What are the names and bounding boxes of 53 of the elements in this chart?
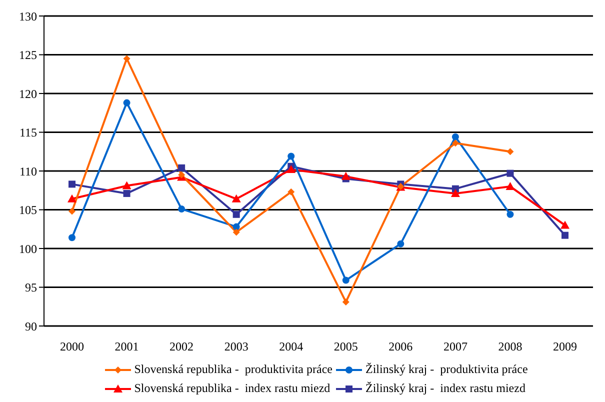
x-tick-label: 2006 xyxy=(388,340,413,354)
x-tick-label: 2002 xyxy=(170,340,194,354)
legend-label: Žilinský kraj - produktivita práce xyxy=(365,362,528,377)
point xyxy=(506,148,514,156)
y-tick-label: 115 xyxy=(19,126,37,140)
y-tick-label: 100 xyxy=(19,242,37,256)
point xyxy=(342,298,350,306)
legend-label: Slovenská republika - index rastu miezd xyxy=(134,381,330,396)
point xyxy=(123,190,130,197)
y-tick-label: 95 xyxy=(25,280,37,295)
point xyxy=(560,220,570,229)
x-tick-label: 2009 xyxy=(553,340,577,354)
point xyxy=(288,188,295,196)
point xyxy=(123,99,130,106)
y-tick-label: 120 xyxy=(19,86,37,101)
x-tick-label: 2004 xyxy=(279,340,304,354)
point xyxy=(232,194,241,202)
point xyxy=(68,234,76,242)
point xyxy=(123,55,130,62)
point xyxy=(232,210,240,218)
point xyxy=(397,240,404,248)
x-tick-label: 2005 xyxy=(334,340,358,354)
legend-label: Slovenská republika - produktivita práce xyxy=(134,362,332,377)
point xyxy=(452,140,459,147)
legend-label: Žilinský kraj - index rastu miezd xyxy=(365,381,526,396)
y-tick-label: 130 xyxy=(19,9,37,24)
x-tick-label: 2003 xyxy=(224,340,248,354)
y-tick-label: 110 xyxy=(19,164,37,178)
y-tick-label: 125 xyxy=(19,48,37,62)
point xyxy=(506,170,514,177)
point xyxy=(342,276,350,284)
point xyxy=(562,232,568,239)
x-tick-label: 2008 xyxy=(498,340,522,354)
point xyxy=(506,210,514,218)
point xyxy=(68,180,76,188)
point xyxy=(178,171,186,178)
x-tick-label: 2007 xyxy=(443,340,468,354)
point xyxy=(452,133,459,140)
y-tick-label: 90 xyxy=(25,319,37,334)
point xyxy=(122,181,132,190)
point xyxy=(232,223,240,230)
point xyxy=(68,194,76,202)
x-tick-label: 2001 xyxy=(114,340,139,354)
x-tick-label: 2000 xyxy=(60,340,84,354)
y-tick-label: 105 xyxy=(19,203,37,218)
point xyxy=(68,208,76,215)
point xyxy=(341,172,350,180)
point xyxy=(450,188,460,197)
point xyxy=(288,152,295,160)
point xyxy=(286,164,296,173)
point xyxy=(232,228,240,236)
point xyxy=(178,205,186,212)
point xyxy=(178,164,186,172)
